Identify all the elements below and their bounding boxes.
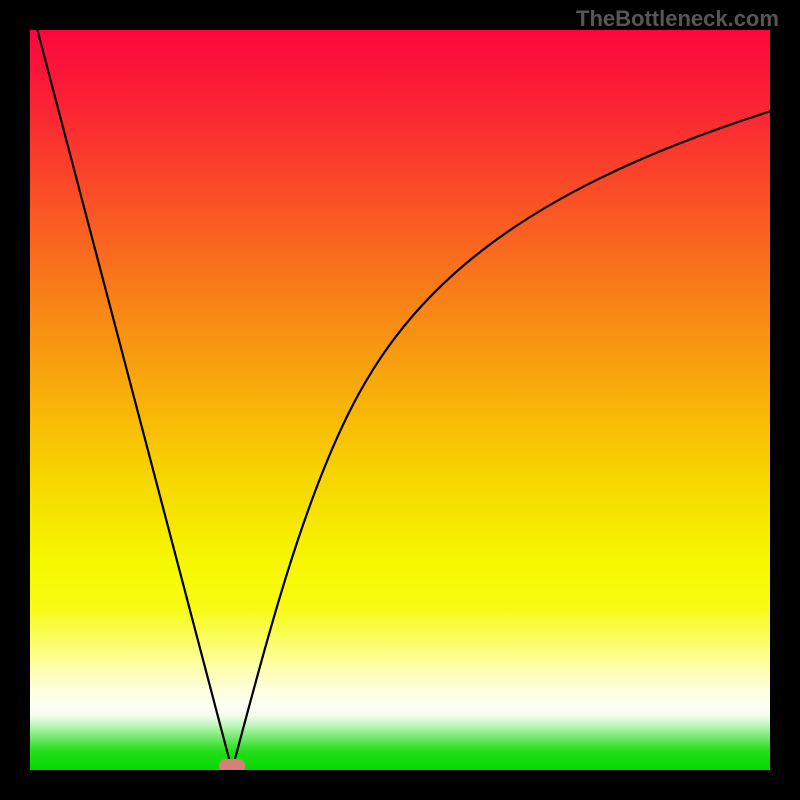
watermark: TheBottleneck.com <box>576 6 779 32</box>
gradient-background <box>30 30 770 770</box>
plot-area <box>30 30 770 770</box>
vertex-marker <box>219 759 246 770</box>
plot-wrapper <box>30 30 770 770</box>
outer-frame: TheBottleneck.com <box>0 0 800 800</box>
